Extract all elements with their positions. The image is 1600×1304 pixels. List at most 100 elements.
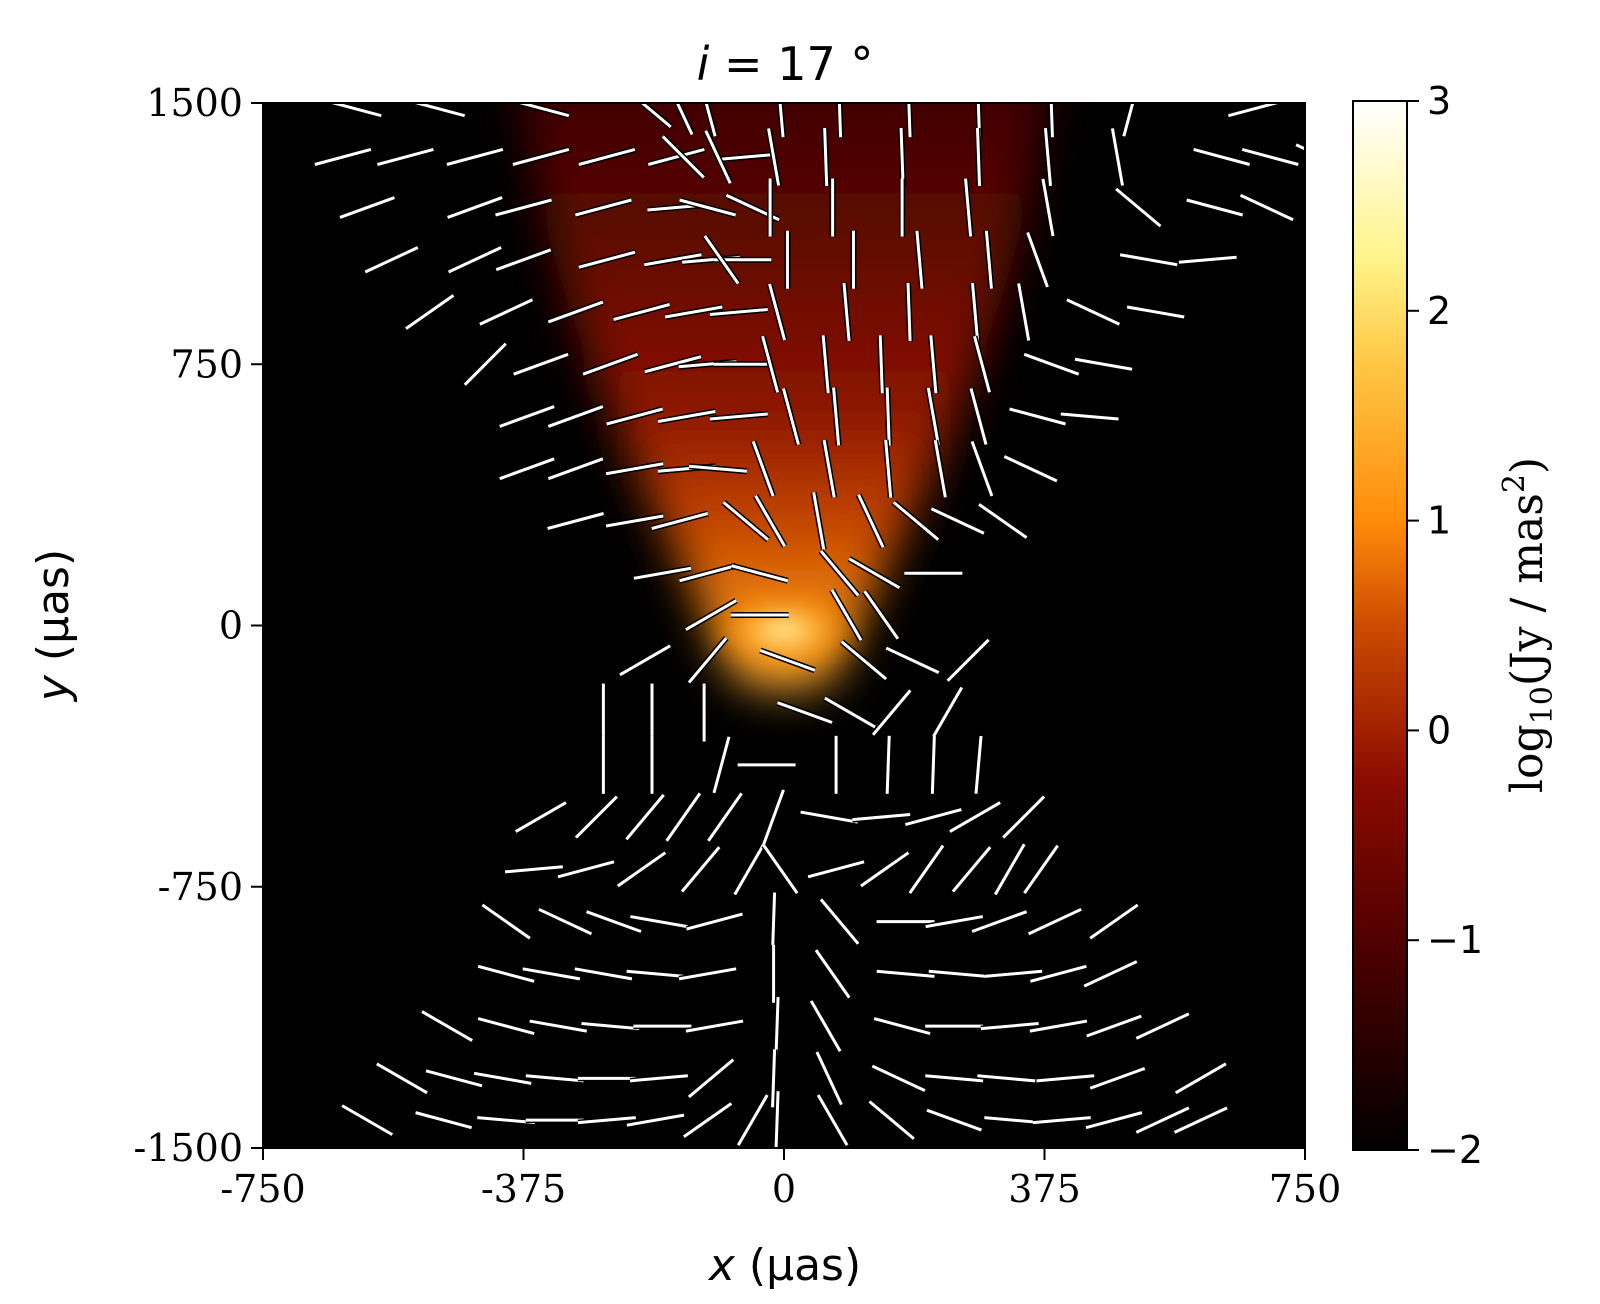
- evpa-vector: [581, 1020, 640, 1032]
- evpa-vector: [928, 968, 987, 980]
- evpa-vector: [1173, 1105, 1229, 1136]
- evpa-vector: [716, 151, 775, 163]
- evpa-vector: [473, 1070, 532, 1087]
- evpa-vector: [522, 965, 581, 982]
- evpa-vector: [930, 506, 986, 536]
- evpa-vector: [644, 353, 702, 375]
- evpa-vector: [612, 301, 671, 323]
- intensity-map: [314, 103, 1305, 1148]
- colorbar-ticks: 3 2 1 0 −1 −2: [1407, 79, 1483, 1172]
- evpa-vector: [1048, 103, 1056, 138]
- evpa-vector: [948, 799, 1002, 835]
- evpa-vector: [753, 494, 788, 548]
- evpa-vector: [975, 103, 983, 138]
- evpa-vector: [674, 103, 695, 136]
- evpa-vector: [678, 965, 737, 982]
- evpa-vector: [750, 440, 776, 498]
- evpa-vector: [605, 406, 664, 427]
- evpa-vector: [340, 1103, 394, 1138]
- colorbar-tick-label: −1: [1427, 918, 1483, 962]
- evpa-vector: [820, 335, 832, 394]
- evpa-vector: [476, 1114, 536, 1126]
- evpa-vector: [657, 408, 716, 425]
- evpa-vector: [574, 965, 633, 982]
- evpa-vector: [1001, 794, 1047, 840]
- evpa-vector: [876, 968, 935, 980]
- evpa-vector: [504, 863, 564, 875]
- evpa-vector: [1082, 958, 1139, 989]
- evpa-vector: [776, 699, 834, 726]
- evpa-vector: [780, 387, 802, 446]
- y-axis: 1500 750 0 -750 -1500: [133, 81, 263, 1170]
- evpa-vector: [605, 513, 664, 529]
- evpa-vector: [709, 410, 768, 423]
- evpa-vector: [969, 440, 995, 498]
- x-tick-label: 0: [772, 1167, 796, 1211]
- colorbar-tick-label: 3: [1427, 79, 1451, 123]
- evpa-vector: [711, 736, 732, 794]
- evpa-vector: [730, 562, 789, 584]
- evpa-vector: [800, 809, 859, 826]
- evpa-vector: [462, 341, 508, 387]
- colorbar-tick-label: −2: [1427, 1128, 1483, 1172]
- evpa-vector: [685, 911, 744, 932]
- evpa-vector: [823, 695, 877, 730]
- evpa-vector: [1003, 453, 1059, 484]
- evpa-vector: [807, 858, 865, 880]
- evpa-vector: [1088, 902, 1140, 941]
- evpa-vector: [626, 968, 685, 980]
- evpa-vector: [446, 146, 504, 168]
- evpa-vector: [907, 843, 946, 895]
- evpa-vector: [761, 843, 800, 895]
- evpa-vector: [478, 297, 534, 327]
- evpa-vector: [685, 1018, 744, 1035]
- evpa-vector: [525, 1072, 584, 1084]
- evpa-vector: [980, 1020, 1039, 1032]
- evpa-vector: [971, 335, 993, 394]
- evpa-vector: [682, 1101, 734, 1140]
- evpa-vector: [1029, 1018, 1088, 1035]
- evpa-vector: [547, 403, 604, 430]
- evpa-vector: [447, 244, 503, 275]
- evpa-vectors: [314, 103, 1305, 1148]
- jet-core: [705, 590, 863, 670]
- evpa-vector: [847, 556, 901, 591]
- evpa-vector: [616, 850, 668, 889]
- evpa-vector: [651, 510, 709, 532]
- evpa-vector: [477, 1015, 535, 1037]
- evpa-vector: [514, 799, 568, 835]
- evpa-vector: [404, 292, 456, 332]
- evpa-vector: [841, 282, 853, 342]
- evpa-vector: [633, 565, 692, 582]
- evpa-vector: [1027, 906, 1083, 937]
- evpa-vector: [376, 146, 435, 168]
- evpa-vector: [884, 387, 893, 446]
- evpa-vector: [494, 197, 553, 218]
- evpa-vector: [1036, 1072, 1095, 1084]
- evpa-vector: [905, 282, 914, 342]
- colorbar-tick-label: 1: [1427, 499, 1451, 543]
- evpa-vector: [637, 103, 673, 130]
- evpa-vector: [577, 1114, 637, 1126]
- evpa-vector: [498, 456, 556, 482]
- evpa-vector: [643, 251, 702, 268]
- evpa-vector: [873, 1015, 931, 1037]
- evpa-vector: [821, 439, 838, 498]
- evpa-vector: [547, 299, 604, 325]
- evpa-vector: [1120, 103, 1136, 138]
- evpa-vector: [574, 197, 633, 218]
- evpa-vector: [829, 588, 864, 642]
- evpa-vector: [624, 792, 667, 842]
- evpa-vector: [557, 858, 615, 880]
- evpa-vector: [629, 1072, 689, 1084]
- evpa-vector: [974, 127, 983, 187]
- evpa-vector: [945, 637, 991, 683]
- y-tick-label: 0: [219, 604, 243, 648]
- evpa-vector: [813, 948, 852, 1000]
- y-tick-label: -750: [158, 865, 243, 909]
- evpa-vector: [882, 439, 894, 498]
- evpa-vector: [1065, 297, 1121, 327]
- evpa-vector: [862, 589, 901, 641]
- evpa-vector: [760, 788, 787, 846]
- evpa-vector: [867, 1099, 916, 1142]
